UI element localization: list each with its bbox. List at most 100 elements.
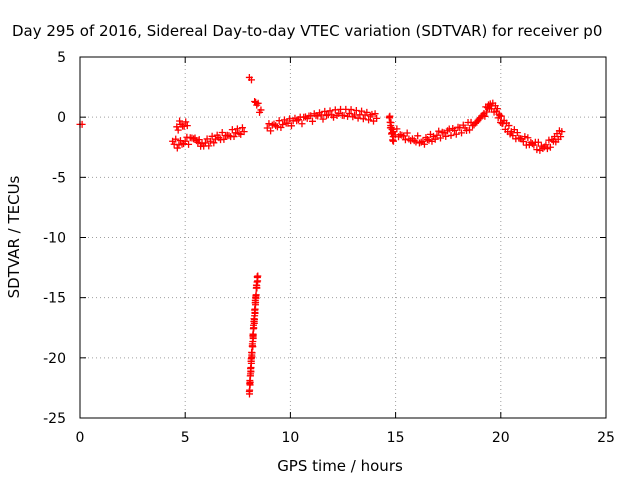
data-point: [249, 331, 257, 339]
x-axis-label: GPS time / hours: [277, 457, 403, 475]
data-point: [358, 107, 366, 115]
y-tick-label: 0: [57, 110, 66, 126]
data-point: [542, 141, 550, 149]
data-point: [345, 110, 353, 118]
data-point: [436, 134, 444, 142]
data-point: [452, 130, 460, 138]
data-point: [505, 122, 513, 130]
data-point: [230, 133, 238, 141]
y-tick-label: -20: [43, 351, 66, 367]
data-point: [347, 106, 355, 114]
data-point: [519, 138, 527, 146]
data-point: [389, 137, 397, 145]
data-point: [513, 129, 521, 137]
data-point: [218, 128, 226, 136]
data-point: [557, 133, 565, 141]
data-point: [257, 106, 265, 114]
data-point: [280, 116, 288, 124]
data-point: [366, 112, 374, 120]
data-point: [349, 113, 357, 121]
data-point: [228, 126, 236, 134]
y-tick-label: 5: [57, 50, 66, 66]
data-point: [510, 126, 518, 134]
data-point: [205, 142, 213, 150]
data-point: [174, 126, 182, 134]
x-tick-label: 5: [181, 430, 190, 446]
data-points: [76, 73, 566, 398]
data-point: [247, 76, 255, 84]
data-point: [251, 98, 259, 106]
data-point: [451, 126, 459, 134]
data-point: [246, 378, 254, 386]
data-point: [400, 132, 408, 140]
grid: [80, 57, 606, 418]
data-point: [466, 126, 474, 134]
data-point: [365, 116, 373, 124]
data-point: [233, 125, 241, 133]
y-tick-label: -10: [43, 231, 66, 247]
data-point: [284, 119, 292, 127]
data-point: [298, 120, 306, 128]
data-point: [431, 135, 439, 143]
data-point: [442, 132, 450, 140]
y-axis-label: SDTVAR / TECUs: [5, 175, 23, 298]
data-point: [423, 135, 431, 143]
data-point: [546, 143, 554, 151]
data-point: [363, 108, 371, 116]
data-point: [172, 135, 180, 143]
data-point: [254, 99, 262, 107]
y-tick-label: -15: [43, 291, 66, 307]
data-point: [183, 122, 191, 130]
data-point: [308, 117, 316, 125]
data-point: [509, 132, 517, 140]
data-point: [496, 111, 504, 119]
data-point: [458, 129, 466, 137]
data-point: [238, 124, 246, 132]
data-point: [440, 129, 448, 137]
data-point: [558, 128, 566, 136]
data-point: [195, 136, 203, 144]
x-tick-label: 25: [597, 430, 615, 446]
data-point: [433, 131, 441, 139]
data-point: [435, 127, 443, 135]
x-tick-label: 0: [76, 430, 85, 446]
y-tick-label: -5: [52, 170, 66, 186]
data-point: [240, 128, 248, 136]
data-point: [173, 144, 181, 152]
data-point: [182, 118, 190, 126]
y-tick-label: -25: [43, 411, 66, 427]
data-point: [267, 127, 275, 135]
data-point: [388, 129, 396, 137]
data-point: [340, 112, 348, 120]
data-point: [335, 110, 343, 118]
data-point: [420, 140, 428, 148]
plot-frame: [79, 56, 607, 419]
data-point: [534, 138, 542, 146]
data-point: [287, 122, 295, 130]
data-point: [414, 132, 422, 140]
data-point: [425, 136, 433, 144]
data-point: [253, 284, 261, 292]
data-point: [185, 140, 193, 148]
data-point: [301, 113, 309, 121]
data-point: [275, 117, 283, 125]
data-point: [176, 117, 184, 125]
data-point: [330, 113, 338, 121]
data-point: [497, 112, 505, 120]
data-point: [533, 146, 541, 154]
data-point: [248, 349, 256, 357]
data-point: [181, 137, 189, 145]
x-tick-label: 10: [281, 430, 299, 446]
data-point: [401, 136, 409, 144]
chart-title: Day 295 of 2016, Sidereal Day-to-day VTE…: [12, 22, 602, 40]
data-point: [279, 120, 287, 128]
data-point: [273, 123, 281, 131]
data-point: [521, 133, 529, 141]
data-point: [373, 114, 381, 122]
data-point: [386, 112, 394, 120]
data-point: [326, 107, 334, 115]
data-point: [493, 105, 501, 113]
axis-ticks: 0 5 10 15 20 25 5 0 -5 -10 -15 -20 -25: [43, 50, 615, 446]
x-tick-label: 15: [387, 430, 405, 446]
